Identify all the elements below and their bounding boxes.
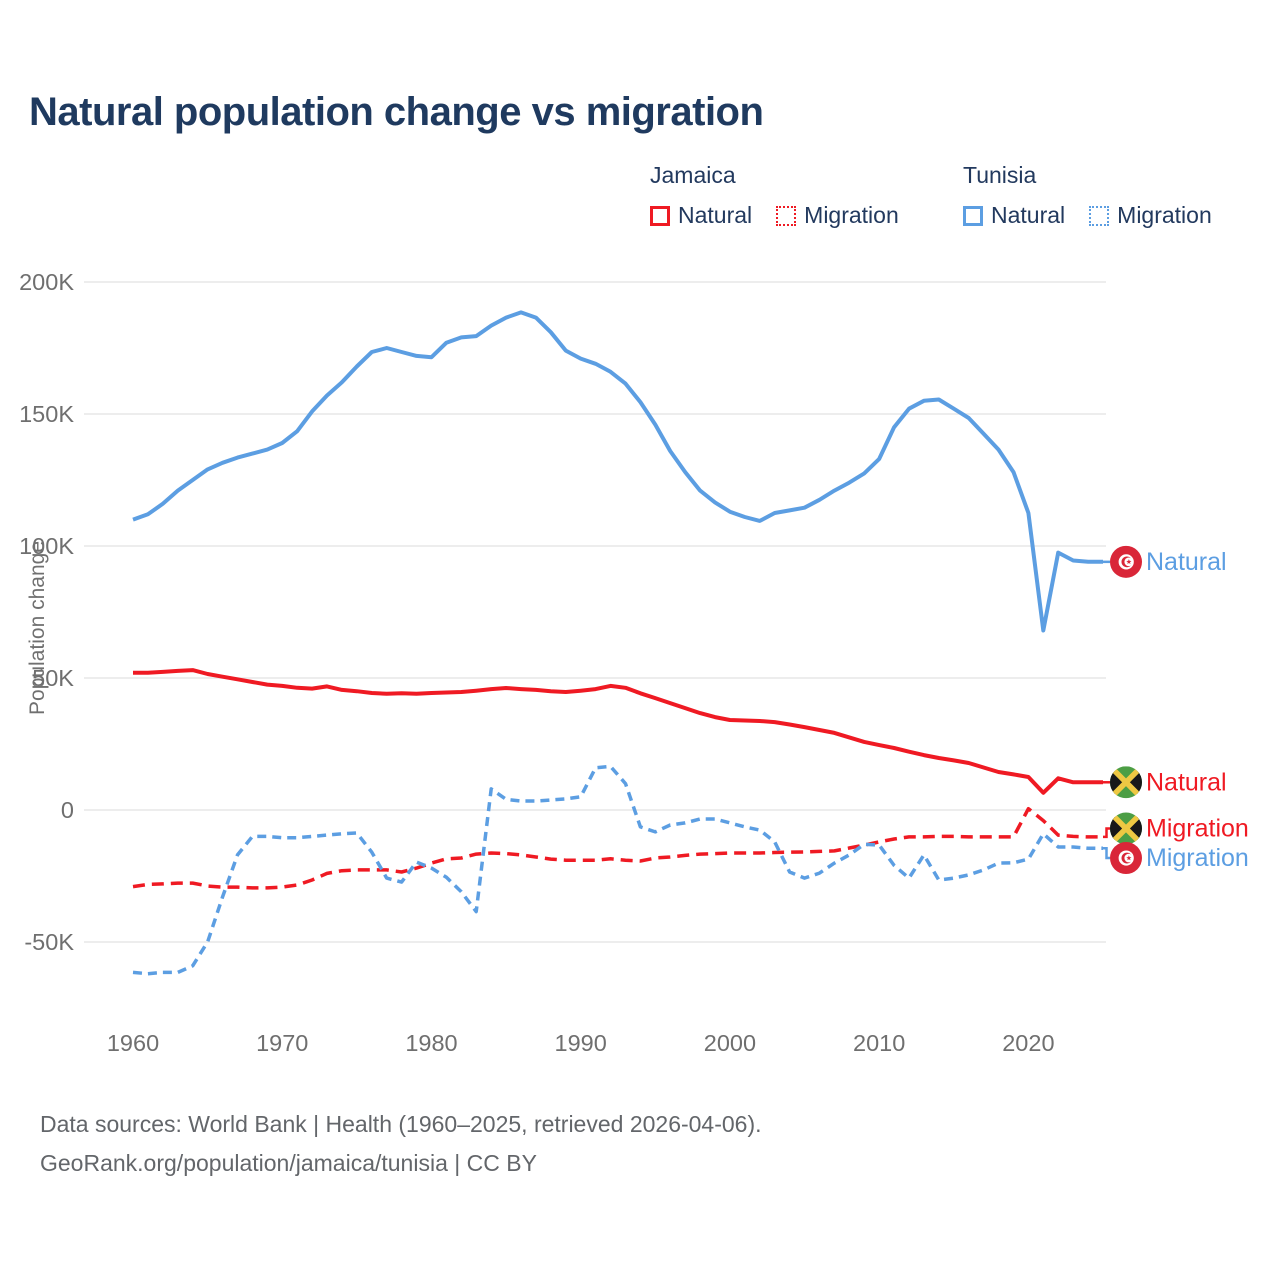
tunisia-flag-icon [1110, 842, 1142, 875]
x-tick-label: 2000 [704, 1030, 756, 1056]
attribution-line: GeoRank.org/population/jamaica/tunisia |… [40, 1150, 537, 1176]
series-end-label: Migration [1146, 814, 1249, 842]
legend-item-label: Natural [678, 202, 753, 228]
legend-country-tunisia: Tunisia [963, 162, 1037, 188]
jamaica-flag-icon [1110, 766, 1142, 799]
y-tick-label: 150K [19, 401, 74, 427]
legend-item-jamaica-migration[interactable]: Migration [776, 202, 899, 229]
legend-item-tunisia-natural[interactable]: Natural [963, 202, 1065, 229]
x-tick-label: 2010 [853, 1030, 905, 1056]
x-tick-label: 1960 [107, 1030, 159, 1056]
legend-swatch-dotted-icon [1089, 205, 1110, 226]
legend-swatch-solid-icon [650, 205, 670, 226]
chart-footer: Data sources: World Bank | Health (1960–… [40, 1105, 762, 1183]
legend-country-jamaica: Jamaica [650, 162, 736, 188]
series-line-jamaica-natural[interactable] [133, 668, 1103, 795]
legend-item-label: Natural [991, 202, 1066, 228]
series-line-tunisia-natural[interactable] [132, 310, 1103, 633]
series-line-tunisia-migration[interactable] [132, 764, 1103, 976]
legend-group-jamaica: Jamaica Natural Migration [650, 162, 899, 229]
legend-item-label: Migration [804, 202, 899, 228]
legend-group-tunisia: Tunisia Natural Migration [963, 162, 1212, 229]
series-end-label: Natural [1146, 548, 1227, 576]
legend-swatch-solid-icon [963, 205, 983, 226]
legend-item-tunisia-migration[interactable]: Migration [1089, 202, 1212, 229]
jamaica-flag-icon [1110, 812, 1142, 845]
leader-line [1103, 827, 1110, 839]
x-tick-label: 2020 [1002, 1030, 1054, 1056]
y-tick-label: 0 [61, 797, 74, 823]
x-tick-label: 1970 [256, 1030, 308, 1056]
legend-item-jamaica-natural[interactable]: Natural [650, 202, 752, 229]
leader-line [1103, 847, 1110, 860]
data-sources-line: Data sources: World Bank | Health (1960–… [40, 1111, 762, 1137]
series-line-jamaica-migration[interactable] [132, 806, 1103, 890]
y-tick-label: 200K [19, 269, 74, 295]
series-end-label: Migration [1146, 844, 1249, 872]
y-tick-label: -50K [24, 929, 74, 955]
y-tick-label: 50K [32, 665, 74, 691]
y-axis-title: Population change [26, 541, 49, 715]
chart-title: Natural population change vs migration [29, 90, 764, 134]
x-tick-label: 1990 [555, 1030, 607, 1056]
y-tick-label: 100K [19, 533, 74, 559]
x-tick-label: 1980 [405, 1030, 457, 1056]
tunisia-flag-icon [1110, 545, 1142, 578]
legend-swatch-dotted-icon [776, 205, 797, 226]
legend-item-label: Migration [1117, 202, 1212, 228]
series-end-label: Natural [1146, 768, 1227, 796]
